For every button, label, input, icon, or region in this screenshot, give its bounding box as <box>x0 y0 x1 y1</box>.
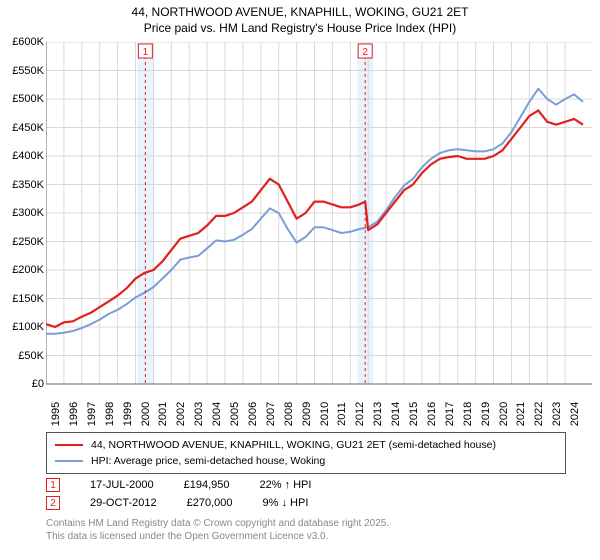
marker-number-box: 2 <box>46 496 60 510</box>
marker-number-box: 1 <box>46 478 60 492</box>
title-line-2: Price paid vs. HM Land Registry's House … <box>0 20 600 36</box>
legend-label: HPI: Average price, semi-detached house,… <box>91 455 325 467</box>
legend-row: 44, NORTHWOOD AVENUE, KNAPHILL, WOKING, … <box>55 437 557 453</box>
marker-annotations: 1 17-JUL-2000 £194,950 22% ↑ HPI 2 29-OC… <box>46 476 566 512</box>
marker-date: 17-JUL-2000 <box>90 479 154 491</box>
title-line-1: 44, NORTHWOOD AVENUE, KNAPHILL, WOKING, … <box>0 4 600 20</box>
chart-plot: 12 <box>46 42 592 412</box>
marker-price: £270,000 <box>187 497 233 509</box>
footer-line-2: This data is licensed under the Open Gov… <box>46 531 389 544</box>
svg-text:2: 2 <box>362 47 368 58</box>
footer-line-1: Contains HM Land Registry data © Crown c… <box>46 518 389 531</box>
chart-svg: 12 <box>46 42 592 412</box>
legend-swatch <box>55 444 83 446</box>
svg-text:1: 1 <box>143 47 149 58</box>
footer: Contains HM Land Registry data © Crown c… <box>46 518 389 543</box>
legend-row: HPI: Average price, semi-detached house,… <box>55 453 557 469</box>
legend: 44, NORTHWOOD AVENUE, KNAPHILL, WOKING, … <box>46 432 566 474</box>
marker-date: 29-OCT-2012 <box>90 497 157 509</box>
chart-title: 44, NORTHWOOD AVENUE, KNAPHILL, WOKING, … <box>0 0 600 36</box>
marker-delta: 22% ↑ HPI <box>259 479 311 491</box>
legend-swatch <box>55 460 83 462</box>
chart-container: 44, NORTHWOOD AVENUE, KNAPHILL, WOKING, … <box>0 0 600 560</box>
marker-price: £194,950 <box>184 479 230 491</box>
legend-label: 44, NORTHWOOD AVENUE, KNAPHILL, WOKING, … <box>91 439 496 451</box>
marker-delta: 9% ↓ HPI <box>263 497 309 509</box>
marker-row: 2 29-OCT-2012 £270,000 9% ↓ HPI <box>46 494 566 512</box>
marker-row: 1 17-JUL-2000 £194,950 22% ↑ HPI <box>46 476 566 494</box>
